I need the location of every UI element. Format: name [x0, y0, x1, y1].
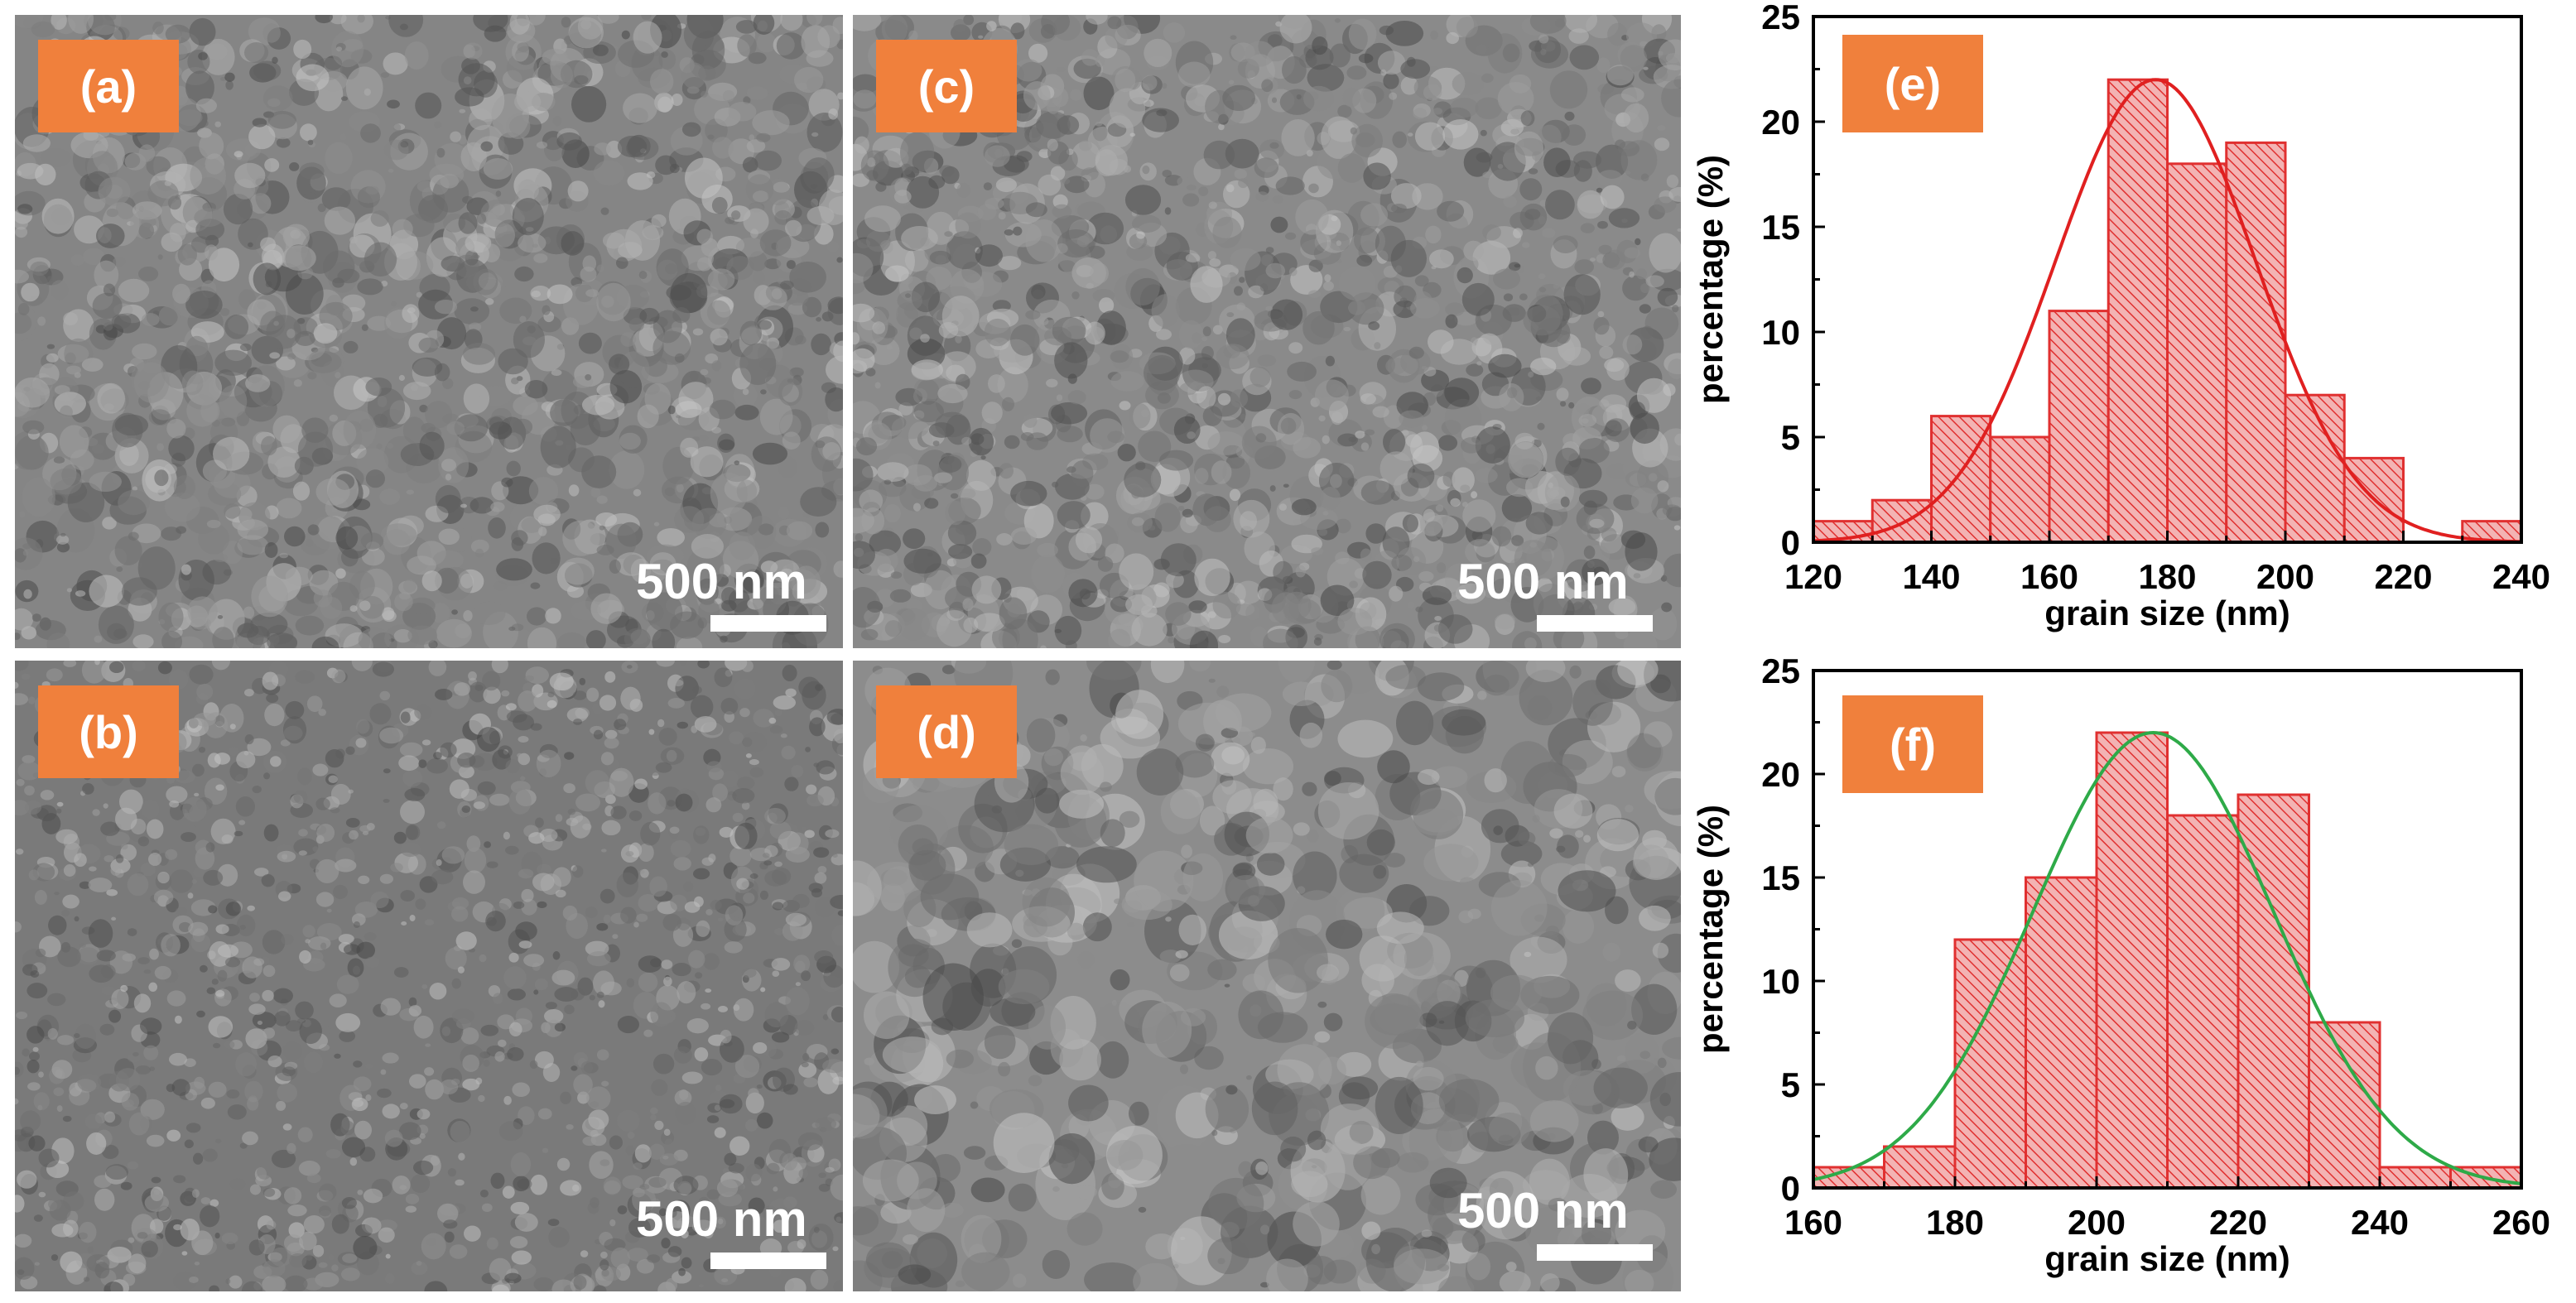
histogram-bar	[2284, 393, 2346, 544]
sem-image-a: (a) 500 nm	[15, 15, 843, 648]
x-tick-label: 140	[1902, 557, 1960, 596]
sem-image-c: (c) 500 nm	[853, 15, 1681, 648]
sem-texture-c	[853, 15, 1681, 648]
histogram-bar	[2166, 162, 2228, 544]
histogram-bar	[2048, 310, 2110, 544]
histogram-bar	[2308, 1021, 2381, 1190]
panel-label-b: (b)	[38, 685, 179, 778]
chart-panel-label-f: (f)	[1842, 695, 1983, 793]
chart-panel-label-e: (e)	[1842, 35, 1983, 132]
x-tick-label: 180	[1926, 1203, 1984, 1242]
x-tick-label: 240	[2351, 1203, 2409, 1242]
x-tick-label: 220	[2209, 1203, 2267, 1242]
scale-bar-label-d: 500 nm	[1457, 1183, 1629, 1238]
y-tick-label: 15	[1761, 858, 1800, 897]
sem-image-d: (d) 500 nm	[853, 661, 1681, 1291]
panel-label-a: (a)	[38, 40, 179, 132]
sem-texture-b	[15, 661, 843, 1291]
x-tick-label: 240	[2492, 557, 2550, 596]
y-tick-label: 20	[1761, 755, 1800, 794]
x-tick-label: 200	[2068, 1203, 2126, 1242]
y-tick-label: 25	[1761, 652, 1800, 690]
histogram-svg-f: 160 180 200 220 240 260 0 5 10 15 20 25 grain size (…	[1691, 652, 2550, 1278]
histogram-bar	[1930, 415, 1992, 544]
y-tick-label: 0	[1781, 523, 1800, 562]
sem-image-b: (b) 500 nm	[15, 661, 843, 1291]
sem-texture-a	[15, 15, 843, 648]
x-axis-title: grain size (nm)	[2044, 1239, 2290, 1278]
y-tick-label: 0	[1781, 1169, 1800, 1208]
y-axis-title: percentage (%)	[1691, 805, 1730, 1054]
histogram-chart-e: 120 140 160 180 200 220 240 0 5 10 15 20 25 grain siz…	[1689, 0, 2576, 650]
panel-label-c: (c)	[876, 40, 1017, 132]
x-tick-label: 180	[2138, 557, 2196, 596]
scale-bar-b	[710, 1253, 826, 1269]
x-tick-label: 260	[2492, 1203, 2550, 1242]
gaussian-fit-curve	[1813, 730, 2522, 1185]
histogram-bar	[2378, 1166, 2452, 1190]
scale-bar-label-a: 500 nm	[636, 554, 807, 609]
x-axis-title: grain size (nm)	[2044, 594, 2290, 632]
y-tick-label: 5	[1781, 418, 1800, 457]
sem-texture-d	[853, 661, 1681, 1291]
x-tick-label: 160	[2020, 557, 2078, 596]
panel-label-d: (d)	[876, 685, 1017, 778]
scale-bar-label-b: 500 nm	[636, 1191, 807, 1247]
scale-bar-label-c: 500 nm	[1457, 554, 1629, 609]
scale-bar-c	[1537, 615, 1653, 632]
y-tick-label: 5	[1781, 1065, 1800, 1104]
histogram-bar	[2025, 876, 2098, 1190]
x-tick-label: 160	[1784, 1203, 1842, 1242]
x-tick-label: 120	[1784, 557, 1842, 596]
histogram-bar	[2166, 814, 2240, 1190]
x-tick-label: 220	[2374, 557, 2432, 596]
y-axis-title: percentage (%)	[1691, 155, 1730, 404]
y-tick-label: 10	[1761, 962, 1800, 1001]
histogram-bar	[2107, 78, 2169, 544]
histogram-chart-f: 160 180 200 220 240 260 0 5 10 15 20 25 grain size (…	[1689, 650, 2576, 1303]
histogram-bar	[1871, 498, 1933, 544]
histogram-bar	[1989, 435, 2051, 544]
histogram-bar	[2095, 731, 2169, 1190]
gaussian-fit-curve	[1813, 78, 2522, 544]
histogram-bar	[1883, 1145, 1957, 1190]
histogram-bar	[1953, 938, 2027, 1190]
scale-bar-a	[710, 615, 826, 632]
y-tick-label: 20	[1761, 103, 1800, 142]
y-tick-label: 15	[1761, 208, 1800, 247]
y-tick-label: 10	[1761, 313, 1800, 352]
histogram-svg-e: 120 140 160 180 200 220 240 0 5 10 15 20 25 grain siz…	[1691, 0, 2550, 632]
y-tick-label: 25	[1761, 0, 1800, 36]
x-tick-label: 200	[2256, 557, 2314, 596]
scale-bar-d	[1537, 1244, 1653, 1261]
